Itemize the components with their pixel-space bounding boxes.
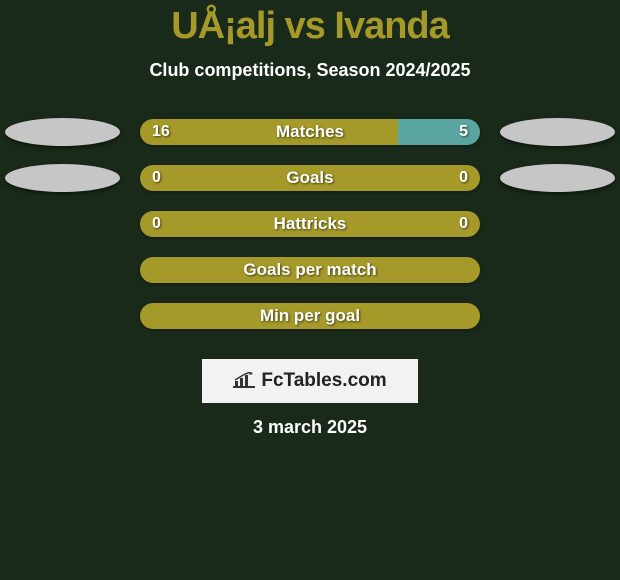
bar-left-value: 0 <box>152 169 161 187</box>
bar-label: Goals per match <box>243 260 376 280</box>
bar-right-value: 0 <box>459 169 468 187</box>
watermark: FcTables.com <box>202 359 418 403</box>
stat-bar: Min per goal <box>140 303 480 329</box>
player-left-oval <box>5 118 120 146</box>
stat-row: 16 Matches 5 <box>10 109 610 155</box>
bar-label: Hattricks <box>274 214 347 234</box>
date-text: 3 march 2025 <box>0 417 620 438</box>
chart-icon <box>233 372 255 390</box>
bar-left-value: 0 <box>152 215 161 233</box>
bar-label: Matches <box>276 122 344 142</box>
watermark-text: FcTables.com <box>261 370 386 392</box>
stat-bar: Goals per match <box>140 257 480 283</box>
stats-card: UÅ¡alj vs Ivanda Club competitions, Seas… <box>0 0 620 438</box>
bar-right-value: 5 <box>459 123 468 141</box>
stat-row: Min per goal <box>10 293 610 339</box>
stat-bar: 0 Hattricks 0 <box>140 211 480 237</box>
player-right-oval <box>500 164 615 192</box>
page-title: UÅ¡alj vs Ivanda <box>0 5 620 48</box>
stat-row: Goals per match <box>10 247 610 293</box>
bar-left-value: 16 <box>152 123 170 141</box>
bar-label: Goals <box>286 168 333 188</box>
player-left-oval <box>5 164 120 192</box>
stat-bar: 16 Matches 5 <box>140 119 480 145</box>
bar-right-value: 0 <box>459 215 468 233</box>
stat-row: 0 Goals 0 <box>10 155 610 201</box>
bar-left-fill <box>140 119 398 145</box>
player-right-oval <box>500 118 615 146</box>
stat-row: 0 Hattricks 0 <box>10 201 610 247</box>
bar-label: Min per goal <box>260 306 360 326</box>
stat-bar: 0 Goals 0 <box>140 165 480 191</box>
bars-section: 16 Matches 5 0 Goals 0 0 <box>0 109 620 339</box>
subtitle: Club competitions, Season 2024/2025 <box>0 60 620 81</box>
